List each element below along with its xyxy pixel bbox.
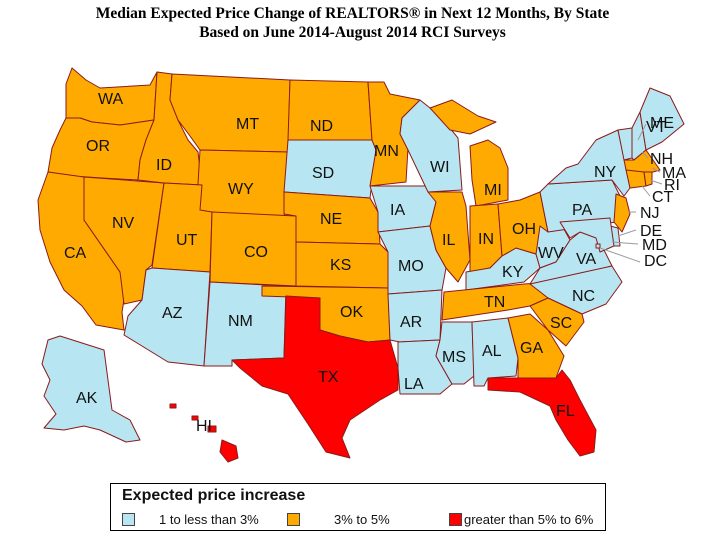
label-il: IL bbox=[442, 232, 455, 249]
legend: Expected price increase 1 to less than 3… bbox=[110, 483, 606, 531]
label-or: OR bbox=[86, 138, 110, 155]
label-ct: CT bbox=[652, 189, 674, 206]
label-ma: MA bbox=[662, 165, 686, 182]
label-hi: HI bbox=[196, 418, 212, 435]
state-il bbox=[427, 191, 471, 283]
leader-lines bbox=[599, 123, 663, 263]
legend-item-high: greater than 5% to 6% bbox=[449, 511, 593, 527]
label-ny: NY bbox=[594, 164, 617, 181]
label-pa: PA bbox=[572, 202, 592, 219]
label-la: LA bbox=[404, 376, 424, 393]
label-sc: SC bbox=[550, 315, 572, 332]
label-ne: NE bbox=[320, 211, 342, 228]
label-nm: NM bbox=[228, 313, 253, 330]
label-nc: NC bbox=[572, 288, 595, 305]
label-ks: KS bbox=[330, 257, 351, 274]
legend-swatch-high bbox=[449, 512, 462, 526]
state-hi-maui bbox=[207, 425, 217, 433]
label-id: ID bbox=[156, 157, 172, 174]
label-sd: SD bbox=[312, 165, 334, 182]
label-nd: ND bbox=[310, 118, 333, 135]
state-nj bbox=[613, 193, 631, 233]
state-hi-big bbox=[219, 439, 239, 463]
legend-item-mid: 3% to 5% bbox=[287, 511, 390, 527]
state-ak bbox=[41, 335, 141, 443]
title-line-1: Median Expected Price Change of REALTORS… bbox=[95, 5, 610, 22]
state-tx bbox=[231, 295, 399, 459]
label-me: ME bbox=[650, 115, 674, 132]
state-shapes bbox=[37, 67, 685, 463]
label-ky: KY bbox=[502, 264, 524, 281]
label-wi: WI bbox=[430, 159, 450, 176]
state-mi-up bbox=[429, 99, 497, 135]
state-mi bbox=[469, 139, 509, 207]
legend-swatch-low bbox=[122, 512, 135, 526]
title-line-2: Based on June 2014-August 2014 RCI Surve… bbox=[199, 24, 506, 41]
label-tn: TN bbox=[484, 294, 505, 311]
label-ms: MS bbox=[442, 349, 466, 366]
label-va: VA bbox=[576, 251, 596, 268]
label-nj: NJ bbox=[640, 205, 660, 222]
label-az: AZ bbox=[162, 305, 183, 322]
label-mt: MT bbox=[236, 116, 259, 133]
label-nv: NV bbox=[112, 215, 135, 232]
label-mo: MO bbox=[398, 258, 424, 275]
state-labels: WA OR CA NV ID MT WY UT CO AZ NM ND SD N… bbox=[64, 91, 686, 435]
label-ok: OK bbox=[340, 304, 363, 321]
state-ri bbox=[643, 171, 653, 187]
label-fl: FL bbox=[556, 403, 575, 420]
label-ri: RI bbox=[664, 177, 680, 194]
state-dc bbox=[595, 243, 601, 249]
legend-label-mid: 3% to 5% bbox=[334, 511, 390, 527]
label-al: AL bbox=[482, 343, 502, 360]
label-nh: NH bbox=[650, 151, 673, 168]
map-title: Median Expected Price Change of REALTORS… bbox=[0, 4, 705, 42]
label-co: CO bbox=[244, 244, 268, 261]
label-dc: DC bbox=[644, 253, 667, 270]
state-hi-kauai bbox=[169, 403, 177, 409]
legend-item-low: 1 to less than 3% bbox=[122, 511, 259, 527]
state-hi-oahu bbox=[191, 415, 199, 421]
label-in: IN bbox=[478, 231, 494, 248]
legend-label-high: greater than 5% to 6% bbox=[464, 511, 594, 527]
label-wv: WV bbox=[538, 245, 564, 262]
label-de: DE bbox=[640, 223, 662, 240]
label-ut: UT bbox=[176, 232, 198, 249]
label-wy: WY bbox=[228, 181, 254, 198]
legend-label-low: 1 to less than 3% bbox=[159, 511, 259, 527]
state-ga bbox=[507, 313, 565, 381]
label-md: MD bbox=[642, 237, 667, 254]
state-ct bbox=[625, 169, 647, 189]
label-ia: IA bbox=[390, 202, 405, 219]
legend-swatch-mid bbox=[287, 512, 300, 526]
state-fl bbox=[487, 369, 597, 457]
label-mn: MN bbox=[374, 143, 399, 160]
label-ar: AR bbox=[400, 314, 422, 331]
label-ca: CA bbox=[64, 245, 87, 262]
legend-title: Expected price increase bbox=[122, 487, 306, 504]
label-oh: OH bbox=[512, 221, 536, 238]
label-vt: VT bbox=[646, 119, 667, 136]
state-sc bbox=[529, 297, 585, 347]
label-ga: GA bbox=[520, 340, 543, 357]
label-ak: AK bbox=[76, 390, 98, 407]
label-wa: WA bbox=[98, 91, 124, 108]
label-tx: TX bbox=[318, 369, 339, 386]
label-mi: MI bbox=[484, 182, 502, 199]
